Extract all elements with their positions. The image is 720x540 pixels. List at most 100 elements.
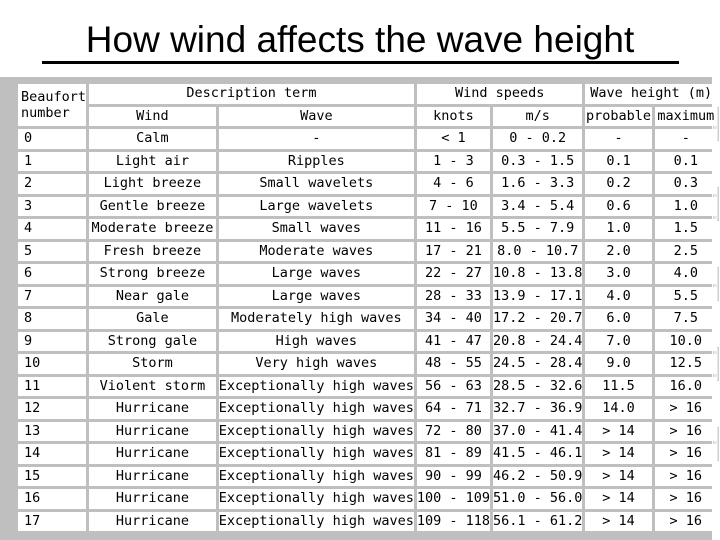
probable-height-cell: 0.1: [585, 151, 652, 171]
knots-cell: 109 - 118: [416, 511, 491, 531]
table-row: 1 Light air Ripples 1 - 3 0.3 - 1.5 0.1 0.1: [18, 151, 717, 171]
header-wind: Wind: [89, 106, 216, 126]
wave-description-cell: Large waves: [218, 286, 414, 306]
beaufort-number-cell: 14: [18, 444, 87, 464]
beaufort-number-cell: 17: [18, 511, 87, 531]
wind-description-cell: Gale: [89, 309, 216, 329]
maximum-height-cell: 5.5: [654, 286, 717, 306]
maximum-height-cell: 12.5: [654, 354, 717, 374]
header-beaufort-line2: number: [21, 105, 70, 121]
maximum-height-cell: 0.3: [654, 174, 717, 194]
beaufort-number-cell: 4: [18, 219, 87, 239]
wind-description-cell: Hurricane: [89, 421, 216, 441]
table-row: 16 Hurricane Exceptionally high waves 100 -…: [18, 489, 717, 509]
ms-cell: 41.5 - 46.1: [493, 444, 583, 464]
ms-cell: 1.6 - 3.3: [493, 174, 583, 194]
maximum-height-cell: > 16: [654, 511, 717, 531]
maximum-height-cell: 4.0: [654, 264, 717, 284]
probable-height-cell: > 14: [585, 489, 652, 509]
probable-height-cell: > 14: [585, 421, 652, 441]
probable-height-cell: 4.0: [585, 286, 652, 306]
wind-description-cell: Strong gale: [89, 331, 216, 351]
beaufort-table: Beaufort number Description term Wind sp…: [15, 81, 720, 534]
table-row: 6 Strong breeze Large waves 22 - 27 10.8 - 1…: [18, 264, 717, 284]
knots-cell: 72 - 80: [416, 421, 491, 441]
maximum-height-cell: 7.5: [654, 309, 717, 329]
wind-description-cell: Hurricane: [89, 399, 216, 419]
header-ms: m/s: [493, 106, 583, 126]
table-row: 9 Strong gale High waves 41 - 47 20.8 - 24.4…: [18, 331, 717, 351]
header-row-columns: Wind Wave knots m/s probable maximum: [18, 106, 717, 126]
beaufort-number-cell: 11: [18, 376, 87, 396]
wave-description-cell: Exceptionally high waves: [218, 511, 414, 531]
ms-cell: 37.0 - 41.4: [493, 421, 583, 441]
wind-description-cell: Moderate breeze: [89, 219, 216, 239]
wind-description-cell: Hurricane: [89, 444, 216, 464]
title-underline: [42, 61, 679, 64]
table-row: 14 Hurricane Exceptionally high waves 81 - …: [18, 444, 717, 464]
probable-height-cell: 0.6: [585, 196, 652, 216]
beaufort-number-cell: 7: [18, 286, 87, 306]
maximum-height-cell: 1.0: [654, 196, 717, 216]
knots-cell: 17 - 21: [416, 241, 491, 261]
table-row: 2 Light breeze Small wavelets 4 - 6 1.6 - 3.…: [18, 174, 717, 194]
probable-height-cell: 7.0: [585, 331, 652, 351]
wave-description-cell: Exceptionally high waves: [218, 466, 414, 486]
knots-cell: 1 - 3: [416, 151, 491, 171]
beaufort-number-cell: 9: [18, 331, 87, 351]
wave-description-cell: Small wavelets: [218, 174, 414, 194]
ms-cell: 8.0 - 10.7: [493, 241, 583, 261]
knots-cell: 90 - 99: [416, 466, 491, 486]
table-row: 7 Near gale Large waves 28 - 33 13.9 - 17.1 4…: [18, 286, 717, 306]
table-row: 4 Moderate breeze Small waves 11 - 16 5.5 - …: [18, 219, 717, 239]
maximum-height-cell: -: [654, 129, 717, 149]
wind-description-cell: Near gale: [89, 286, 216, 306]
page-title: How wind affects the wave height: [85, 19, 635, 60]
knots-cell: 81 - 89: [416, 444, 491, 464]
wave-description-cell: Exceptionally high waves: [218, 399, 414, 419]
ms-cell: 56.1 - 61.2: [493, 511, 583, 531]
knots-cell: 11 - 16: [416, 219, 491, 239]
wind-description-cell: Gentle breeze: [89, 196, 216, 216]
wind-description-cell: Storm: [89, 354, 216, 374]
probable-height-cell: > 14: [585, 444, 652, 464]
probable-height-cell: 6.0: [585, 309, 652, 329]
ms-cell: 5.5 - 7.9: [493, 219, 583, 239]
wave-description-cell: Large wavelets: [218, 196, 414, 216]
wave-description-cell: Small waves: [218, 219, 414, 239]
header-probable: probable: [585, 106, 652, 126]
probable-height-cell: 1.0: [585, 219, 652, 239]
header-wave: Wave: [218, 106, 414, 126]
wind-description-cell: Hurricane: [89, 511, 216, 531]
table-row: 13 Hurricane Exceptionally high waves 72 - …: [18, 421, 717, 441]
wind-description-cell: Hurricane: [89, 489, 216, 509]
knots-cell: < 1: [416, 129, 491, 149]
maximum-height-cell: 10.0: [654, 331, 717, 351]
beaufort-number-cell: 0: [18, 129, 87, 149]
ms-cell: 28.5 - 32.6: [493, 376, 583, 396]
wave-description-cell: Ripples: [218, 151, 414, 171]
table-row: 11 Violent storm Exceptionally high waves 5…: [18, 376, 717, 396]
probable-height-cell: 11.5: [585, 376, 652, 396]
table-row: 5 Fresh breeze Moderate waves 17 - 21 8.0 - …: [18, 241, 717, 261]
wave-description-cell: Exceptionally high waves: [218, 489, 414, 509]
header-row-groups: Beaufort number Description term Wind sp…: [18, 84, 717, 126]
table-row: 3 Gentle breeze Large wavelets 7 - 10 3.4 - …: [18, 196, 717, 216]
probable-height-cell: > 14: [585, 511, 652, 531]
wind-description-cell: Light breeze: [89, 174, 216, 194]
beaufort-number-cell: 15: [18, 466, 87, 486]
table-row: 17 Hurricane Exceptionally high waves 109 -…: [18, 511, 717, 531]
wave-description-cell: Moderately high waves: [218, 309, 414, 329]
knots-cell: 22 - 27: [416, 264, 491, 284]
wave-description-cell: Exceptionally high waves: [218, 376, 414, 396]
probable-height-cell: -: [585, 129, 652, 149]
maximum-height-cell: 16.0: [654, 376, 717, 396]
table-row: 12 Hurricane Exceptionally high waves 64 - …: [18, 399, 717, 419]
ms-cell: 3.4 - 5.4: [493, 196, 583, 216]
header-wind-speeds: Wind speeds: [416, 84, 583, 104]
maximum-height-cell: 0.1: [654, 151, 717, 171]
knots-cell: 34 - 40: [416, 309, 491, 329]
ms-cell: 32.7 - 36.9: [493, 399, 583, 419]
beaufort-number-cell: 13: [18, 421, 87, 441]
